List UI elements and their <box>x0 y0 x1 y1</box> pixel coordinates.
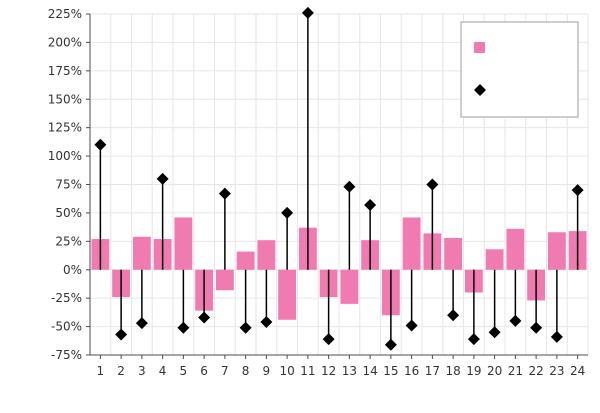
lollipop-marker <box>447 309 460 322</box>
lollipop-marker <box>571 184 584 197</box>
y-tick-label: -25% <box>51 291 82 305</box>
lollipop-marker <box>301 6 314 19</box>
y-tick-label: 0% <box>63 263 82 277</box>
lollipop-marker <box>281 206 294 219</box>
lollipop-marker <box>530 321 543 334</box>
lollipop-marker <box>426 178 439 191</box>
x-tick-label: 6 <box>200 364 208 378</box>
x-tick-label: 19 <box>466 364 481 378</box>
x-tick-label: 12 <box>321 364 336 378</box>
y-tick-label: 75% <box>55 178 82 192</box>
x-tick-label: 24 <box>570 364 585 378</box>
lollipop-marker <box>198 311 211 324</box>
x-tick-label: 7 <box>221 364 229 378</box>
x-tick-label: 14 <box>362 364 377 378</box>
x-tick-label: 18 <box>445 364 460 378</box>
x-tick-label: 9 <box>263 364 271 378</box>
y-tick-label: -75% <box>51 348 82 362</box>
lollipop-series <box>94 6 584 351</box>
bar <box>174 217 193 270</box>
y-tick-label: 175% <box>48 64 82 78</box>
legend-swatch-diamond <box>474 84 486 96</box>
y-tick-label: 225% <box>48 7 82 21</box>
legend-box <box>460 21 579 118</box>
bar <box>444 237 463 270</box>
y-tick-label: 125% <box>48 121 82 135</box>
y-tick-label: 200% <box>48 35 82 49</box>
lollipop-marker <box>384 338 397 351</box>
lollipop-marker <box>218 187 231 200</box>
lollipop-marker <box>260 316 273 329</box>
x-tick-label: 22 <box>528 364 543 378</box>
x-tick-label: 21 <box>508 364 523 378</box>
bar <box>485 249 504 270</box>
y-tick-label: 50% <box>55 206 82 220</box>
bar <box>506 228 525 270</box>
x-tick-label: 11 <box>300 364 315 378</box>
lollipop-marker <box>509 314 522 327</box>
x-tick-label: 2 <box>117 364 125 378</box>
bar <box>547 232 566 270</box>
axes: -75% -50% -25% 0% 25% 50% 75% 100% 125% 150% 175% 2… <box>48 7 588 378</box>
bar <box>215 269 234 291</box>
lollipop-marker <box>177 321 190 334</box>
bar <box>257 240 276 270</box>
x-tick-label: 13 <box>342 364 357 378</box>
lollipop-marker <box>94 138 107 151</box>
lollipop-marker <box>322 333 335 346</box>
legend-swatch-bar <box>474 42 485 53</box>
grid <box>90 13 589 356</box>
y-tick-label: 150% <box>48 92 82 106</box>
x-tick-label: 5 <box>180 364 188 378</box>
y-tick-label: 25% <box>55 234 82 248</box>
x-tick-label: 23 <box>549 364 564 378</box>
lollipop-marker <box>239 321 252 334</box>
lollipop-marker <box>135 317 148 330</box>
x-tick-label: 16 <box>404 364 419 378</box>
lollipop-marker <box>405 319 418 332</box>
bar <box>278 269 297 320</box>
lollipop-marker <box>488 326 501 339</box>
y-tick-label: -50% <box>51 320 82 334</box>
lollipop-marker <box>343 180 356 193</box>
bar <box>236 251 255 270</box>
lollipop-marker <box>467 333 480 346</box>
x-tick-label: 1 <box>97 364 105 378</box>
lollipop-marker <box>156 172 169 185</box>
x-tick-label: 8 <box>242 364 250 378</box>
legend <box>460 21 579 118</box>
x-tick-label: 15 <box>383 364 398 378</box>
x-tick-label: 10 <box>279 364 294 378</box>
x-tick-label: 17 <box>425 364 440 378</box>
lollipop-marker <box>364 198 377 211</box>
y-tick-label: 100% <box>48 149 82 163</box>
bar <box>132 236 151 270</box>
bar <box>402 217 421 270</box>
x-tick-label: 3 <box>138 364 146 378</box>
x-tick-label: 20 <box>487 364 502 378</box>
lollipop-marker <box>550 330 563 343</box>
bar <box>340 269 359 304</box>
lollipop-marker <box>115 328 128 341</box>
x-tick-label: 4 <box>159 364 167 378</box>
